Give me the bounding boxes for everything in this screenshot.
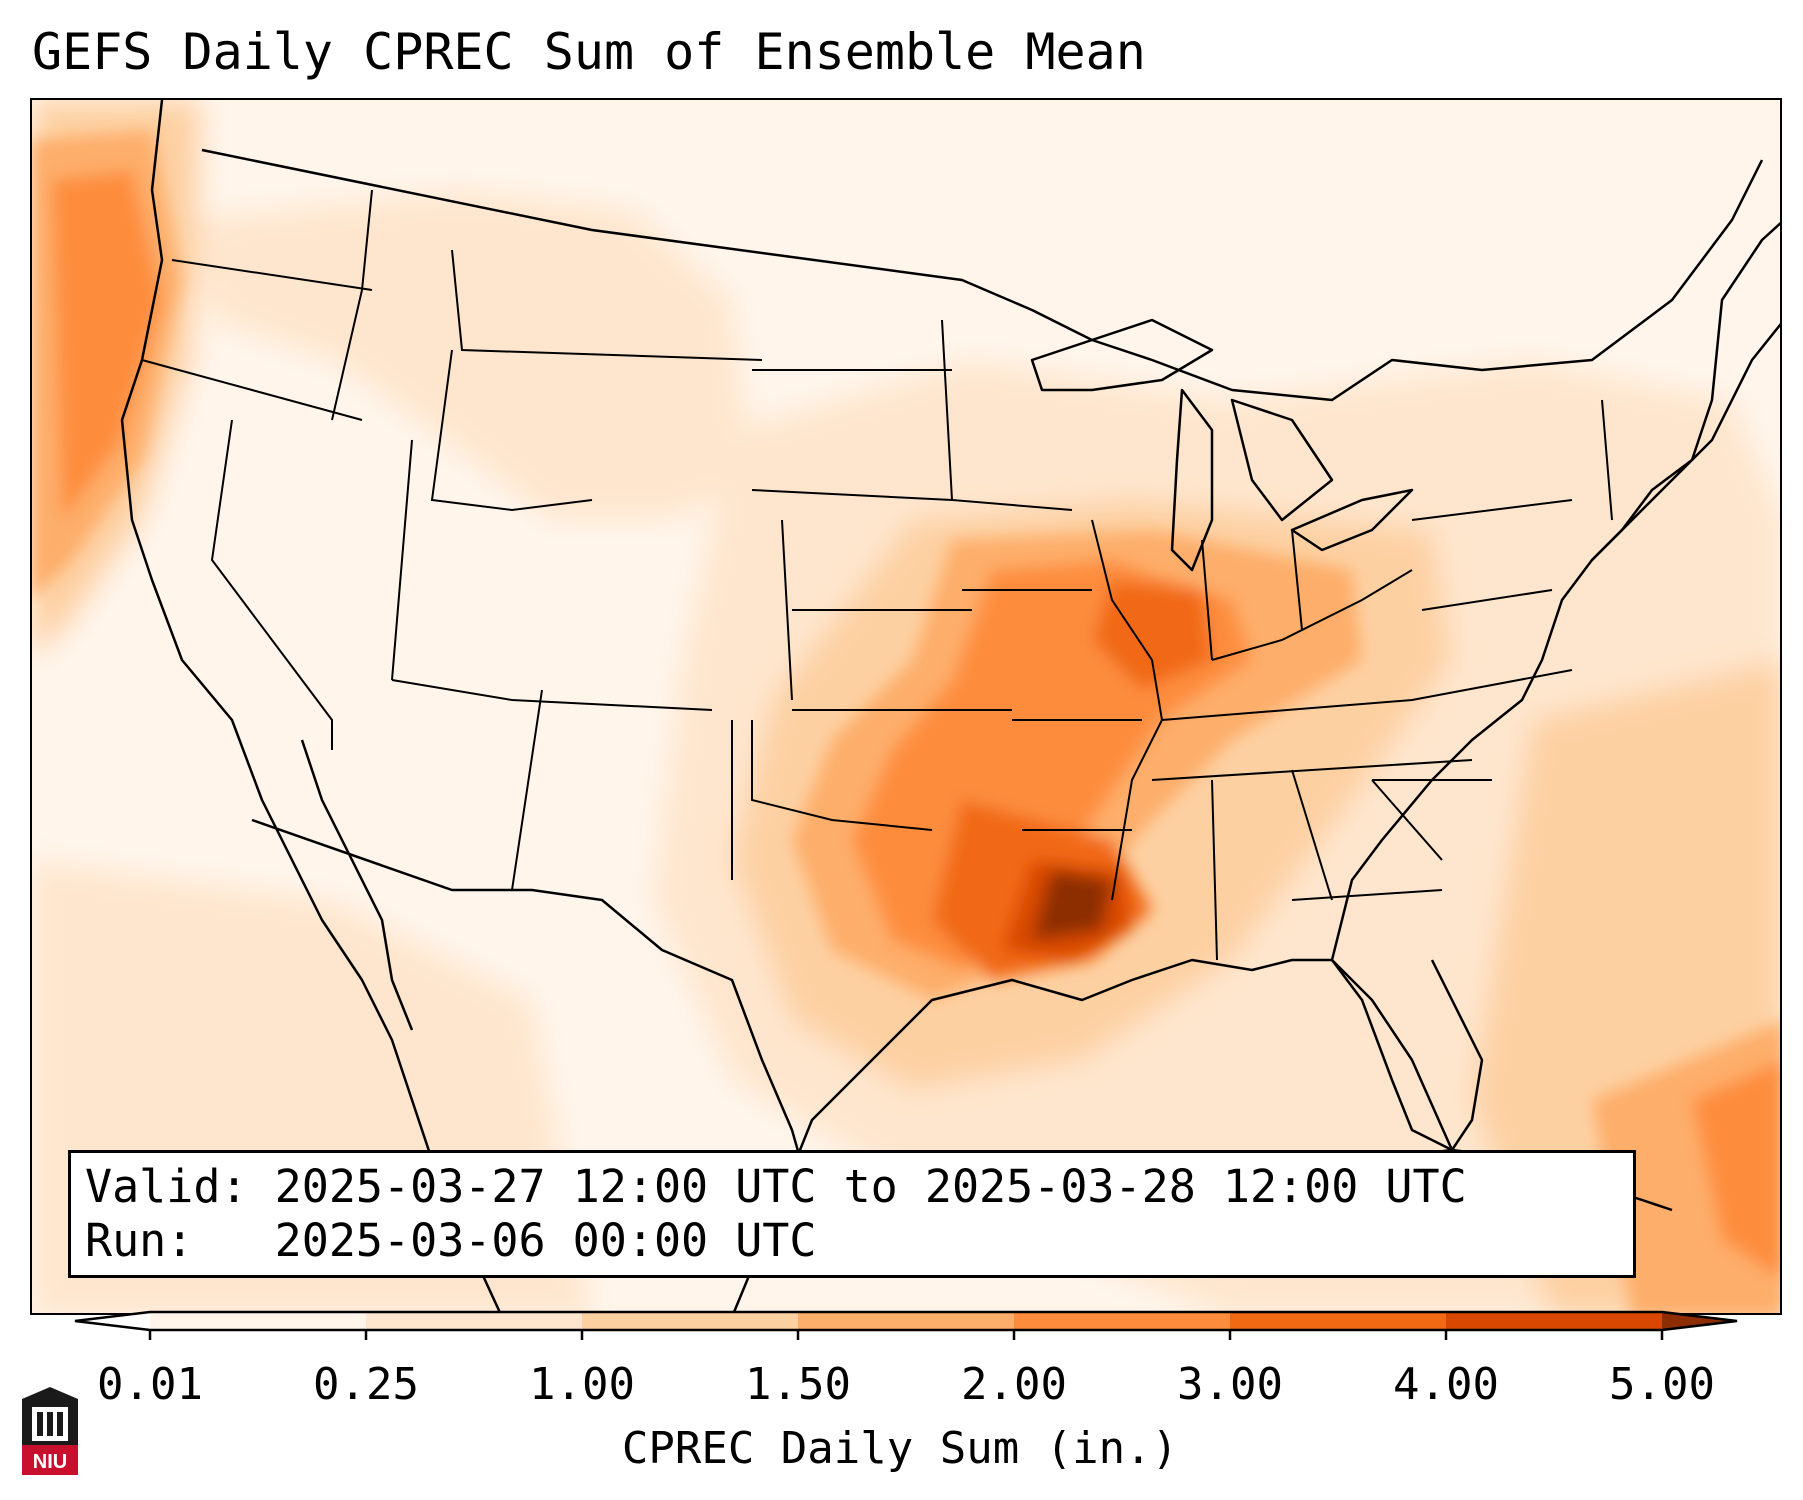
colorbar-segment: [1446, 1312, 1663, 1330]
coastline-west: [120, 100, 502, 1313]
colorbar-extend-high: [1662, 1312, 1737, 1330]
border-mt-wy: [451, 249, 763, 361]
run-time: Run: 2025-03-06 00:00 UTC: [85, 1214, 817, 1267]
border-az-nm: [511, 689, 543, 891]
border-ut-co: [430, 349, 593, 512]
mexico-border: [251, 818, 814, 1201]
coastline-baja: [300, 739, 414, 1031]
border-al-ga: [1291, 769, 1333, 901]
colorbar-segment: [1230, 1312, 1447, 1330]
colorbar-tick-label: 5.00: [1609, 1359, 1715, 1410]
florida: [1331, 959, 1484, 1152]
state-borders: [141, 189, 1613, 961]
colorbar-tick-label: 1.00: [529, 1359, 635, 1410]
niu-logo: NIU: [22, 1387, 78, 1475]
canada-border: [201, 148, 1764, 402]
border-ok-tx: [751, 720, 933, 831]
border-ky-tn: [1161, 669, 1573, 721]
coastline-newengland: [1591, 221, 1780, 561]
border-nv-ut: [391, 439, 413, 681]
colorbar-label: CPREC Daily Sum (in.): [621, 1423, 1179, 1474]
logo-text: NIU: [33, 1451, 67, 1473]
border-or-ca-nv: [141, 359, 363, 421]
valid-run-info: Valid: 2025-03-27 12:00 UTC to 2025-03-2…: [68, 1150, 1636, 1278]
border-id-west: [331, 189, 373, 421]
precip-area-max: [1032, 870, 1112, 940]
map-title: GEFS Daily CPREC Sum of Ensemble Mean: [32, 23, 1146, 81]
great-lakes-michigan: [1170, 388, 1214, 572]
colorbar-segment: [366, 1312, 583, 1330]
coastline-gulf: [732, 958, 1453, 1313]
border-il-in: [1201, 539, 1213, 661]
border-pa-ny: [1411, 499, 1573, 521]
border-sd-ne: [751, 489, 953, 501]
colorbar-segment: [582, 1312, 799, 1330]
colorbar-tick-label: 4.00: [1393, 1359, 1499, 1410]
precip-area-offshore: [52, 170, 162, 520]
coastline-east: [1330, 322, 1780, 961]
colorbar-segment: [798, 1312, 1015, 1330]
colorbar-tick-label: 1.50: [745, 1359, 851, 1410]
great-lakes-erie: [1290, 488, 1414, 552]
border-co-ks: [781, 519, 793, 701]
border-ga-fl: [1291, 889, 1443, 901]
map-canvas: [32, 100, 1780, 1313]
border-four-corners: [391, 679, 713, 711]
border-tn-al: [1151, 759, 1473, 781]
precipitation-field: [32, 100, 1780, 1313]
border-ca-nv: [210, 419, 333, 750]
colorbar-tick-label: 0.25: [313, 1359, 419, 1410]
precipitation-map: Valid: 2025-03-27 12:00 UTC to 2025-03-2…: [30, 98, 1782, 1315]
border-ohio-river: [1211, 569, 1413, 661]
border-ga-sc: [1371, 779, 1443, 861]
great-lakes-superior: [1030, 318, 1214, 392]
border-pa-md: [1421, 589, 1553, 611]
colorbar-segment: [1014, 1312, 1231, 1330]
border-ms-al: [1211, 779, 1218, 961]
border-vt-nh: [1601, 399, 1613, 521]
border-in-oh: [1291, 529, 1303, 631]
border-wa-or: [171, 259, 373, 291]
colorbar-segment: [150, 1312, 367, 1330]
colorbar-tick-label: 2.00: [961, 1359, 1067, 1410]
colorbar: [74, 1310, 1738, 1340]
precip-area-illinois: [1092, 580, 1212, 690]
great-lakes-huron: [1230, 398, 1334, 522]
border-mn-ia: [941, 319, 1073, 511]
colorbar-tick-label: 0.01: [97, 1359, 203, 1410]
colorbar-extend-low: [75, 1312, 150, 1330]
precip-area-antilles: [1692, 1061, 1780, 1278]
valid-time: Valid: 2025-03-27 12:00 UTC to 2025-03-2…: [85, 1160, 1467, 1213]
colorbar-tick-label: 3.00: [1177, 1359, 1283, 1410]
precip-area-northwest: [182, 190, 752, 520]
